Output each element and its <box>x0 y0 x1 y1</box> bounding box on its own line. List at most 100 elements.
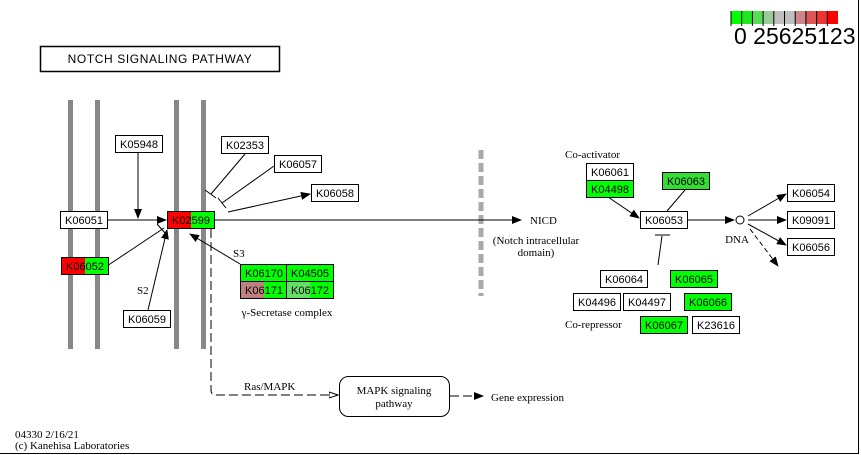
gene-node-K06171[interactable]: K06171 <box>240 281 288 299</box>
inhibition-edge <box>210 153 246 195</box>
dna-label: DNA <box>725 234 749 246</box>
nodes: K05948 K06051 K02599 K06052 K06059 K02353 K060… <box>60 135 835 334</box>
gene-label: K04497 <box>628 297 666 309</box>
inhibition-edge <box>221 165 275 204</box>
gene-node-K06067[interactable]: K06067 <box>640 316 688 334</box>
gene-label: K06051 <box>65 215 103 227</box>
edges <box>106 153 787 400</box>
gene-node-K06054[interactable]: K06054 <box>787 184 835 202</box>
gene-node-K06065[interactable]: K06065 <box>670 270 718 288</box>
gene-label: K06054 <box>792 188 830 200</box>
gene-label: K06170 <box>245 268 283 280</box>
gene-node-K06056[interactable]: K06056 <box>787 238 835 256</box>
gene-label: K06171 <box>245 285 283 297</box>
gamma-secretase-label: γ-Secretase complex <box>241 307 333 319</box>
legend-swatch <box>752 11 764 24</box>
page-title: NOTCH SIGNALING PATHWAY <box>68 52 253 66</box>
gene-label: K02353 <box>226 140 264 152</box>
gene-label: K06067 <box>645 320 683 332</box>
gene-label: K06052 <box>66 261 104 273</box>
corepressor-label: Co-repressor <box>565 319 622 331</box>
legend-swatch <box>827 11 838 24</box>
legend-swatch <box>816 11 828 24</box>
legend-swatch <box>731 11 742 24</box>
title-box <box>39 45 281 73</box>
dna-circle <box>735 215 745 225</box>
gene-node-K04505[interactable]: K04505 <box>286 264 334 282</box>
expression-arrow <box>747 193 787 217</box>
ras-mapk-label: Ras/MAPK <box>244 381 295 393</box>
gene-node-K06059[interactable]: K06059 <box>123 310 171 328</box>
gene-node-K09091[interactable]: K09091 <box>787 211 835 229</box>
gene-node-K02599[interactable]: K02599 <box>167 211 215 229</box>
gene-label: K06061 <box>591 167 629 179</box>
gene-label: K06172 <box>291 285 329 297</box>
gene-node-K06061[interactable]: K06061 <box>586 163 634 181</box>
inhibition-edge <box>106 227 165 267</box>
gene-node-K06058[interactable]: K06058 <box>311 184 359 202</box>
cleavage-s3-arrow <box>189 233 241 265</box>
gene-node-K06051[interactable]: K06051 <box>60 211 108 229</box>
gene-label: K06059 <box>128 314 166 326</box>
legend-swatch <box>763 11 774 24</box>
nicd-label: NICD <box>530 215 557 227</box>
gene-node-K04497[interactable]: K04497 <box>623 293 671 311</box>
gene-label: K06056 <box>792 242 830 254</box>
gene-node-K06057[interactable]: K06057 <box>274 155 322 173</box>
nicd-full-1: (Notch intracellular <box>493 235 580 247</box>
gene-node-K06063[interactable]: K06063 <box>662 172 710 190</box>
ras-mapk-dashed-arrow <box>210 229 338 395</box>
footer-copyright: (c) Kanehisa Laboratories <box>15 440 129 452</box>
gene-label: K06066 <box>689 297 727 309</box>
legend-labels: 0 25625123 <box>734 23 856 49</box>
gene-node-K06172[interactable]: K06172 <box>286 281 334 299</box>
cleavage-s2-arrow <box>147 229 169 311</box>
gene-node-K06066[interactable]: K06066 <box>684 293 732 311</box>
gene-node-K06170[interactable]: K06170 <box>240 264 288 282</box>
gene-node-K05948[interactable]: K05948 <box>115 135 163 153</box>
gene-node-K06053[interactable]: K06053 <box>640 211 688 229</box>
gene-label: K06053 <box>645 215 683 227</box>
legend-swatch <box>805 11 817 24</box>
expression-arrow-indirect <box>749 228 779 267</box>
footer-id-date: 04330 2/16/21 <box>15 429 79 441</box>
nicd-full-2: domain) <box>518 247 555 259</box>
gene-node-K04498[interactable]: K04498 <box>586 180 634 198</box>
legend-swatch <box>741 11 753 24</box>
gene-label: K09091 <box>792 215 830 227</box>
s3-label: S3 <box>233 248 245 260</box>
gene-label: K06065 <box>675 274 713 286</box>
color-legend <box>730 11 838 26</box>
gene-label: K06057 <box>279 159 317 171</box>
gene-label: K04496 <box>578 297 616 309</box>
gene-node-K23616[interactable]: K23616 <box>692 316 740 334</box>
legend-swatch <box>784 11 796 24</box>
coactivator-label: Co-activator <box>565 149 620 161</box>
gene-label: K04498 <box>591 184 629 196</box>
gene-label: K06063 <box>667 176 705 188</box>
corepressor-inhibition <box>657 235 663 266</box>
activation-arrow <box>227 192 311 213</box>
inhibition-bar <box>217 197 227 209</box>
mapk-pathway-link[interactable] <box>339 376 450 417</box>
binding-edge <box>666 189 686 212</box>
gene-node-K02353[interactable]: K02353 <box>221 136 269 154</box>
coactivator-arrow <box>607 196 640 219</box>
s2-label: S2 <box>137 285 149 297</box>
legend-swatch <box>773 11 785 24</box>
gene-expression-label: Gene expression <box>491 392 565 404</box>
gene-label: K06064 <box>605 274 643 286</box>
mapk-label-2: pathway <box>375 398 413 410</box>
gene-label: K23616 <box>697 320 735 332</box>
gene-node-K06052[interactable]: K06052 <box>61 257 109 275</box>
gene-label: K05948 <box>120 139 158 151</box>
gene-label: K06058 <box>316 188 354 200</box>
gene-node-K04496[interactable]: K04496 <box>573 293 621 311</box>
inhibition-bar <box>204 189 217 199</box>
expression-arrow <box>747 223 787 246</box>
gene-node-K06064[interactable]: K06064 <box>600 270 648 288</box>
gene-label: K02599 <box>172 215 210 227</box>
mapk-label-1: MAPK signaling <box>357 385 432 397</box>
legend-swatch <box>795 11 806 24</box>
